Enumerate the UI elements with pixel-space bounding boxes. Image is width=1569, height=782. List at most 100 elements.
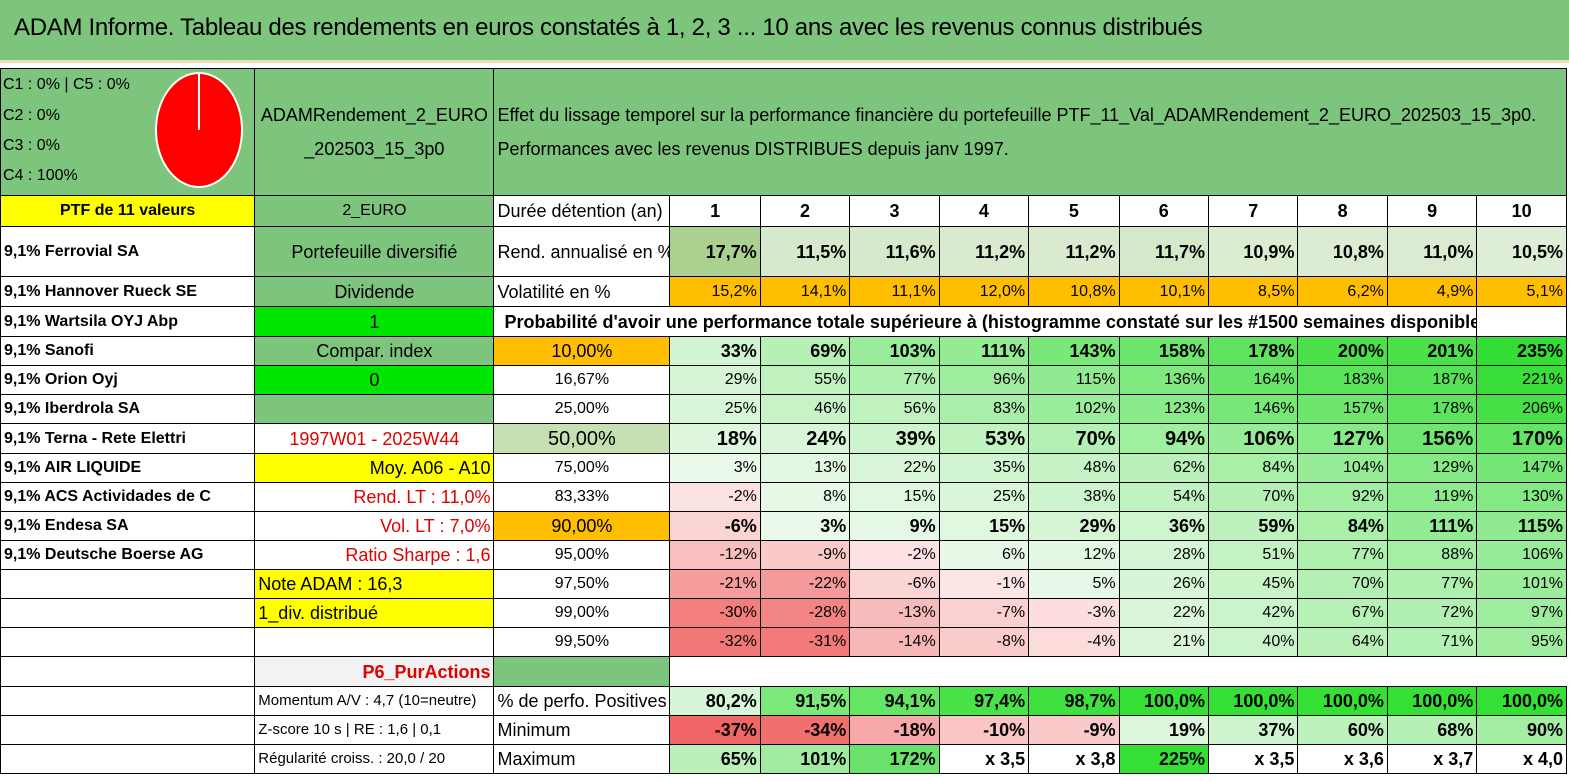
probability-value: -2%: [849, 540, 940, 570]
table-row: 9,1% Endesa SA Vol. LT : 7,0% 90,00% -6% 3% 9…: [0, 511, 1567, 541]
probability-value: 187%: [1386, 365, 1478, 395]
percentile-label: 16,67%: [493, 365, 671, 395]
probability-value: 206%: [1476, 394, 1567, 424]
year-header: 1: [669, 195, 761, 227]
min-value: 37%: [1208, 715, 1299, 745]
probability-value: 77%: [849, 365, 940, 395]
year-header: 8: [1297, 195, 1388, 227]
blank-cell: [1476, 306, 1567, 337]
probability-value: 15%: [849, 482, 940, 512]
probability-value: 157%: [1297, 394, 1388, 424]
holding-duration-label: Durée détention (an): [493, 195, 671, 227]
probability-value: 127%: [1297, 423, 1388, 454]
probability-value: -6%: [849, 569, 940, 599]
probability-value: 170%: [1476, 423, 1567, 454]
pos-value: 100,0%: [1118, 686, 1210, 716]
vol-value: 14,1%: [759, 276, 851, 307]
probability-value: 21%: [1118, 627, 1210, 657]
table-row: 1_div. distribué 99,00% -30% -28% -13% -7% -3%…: [0, 598, 1567, 628]
probability-value: 129%: [1386, 453, 1478, 483]
probability-value: 158%: [1118, 336, 1210, 366]
probability-value: 102%: [1028, 394, 1120, 424]
probability-value: -31%: [759, 627, 851, 657]
probability-value: 164%: [1208, 365, 1299, 395]
probability-value: 22%: [849, 453, 940, 483]
vol-value: 4,9%: [1386, 276, 1478, 307]
description-line-1: Effet du lissage temporel sur la perform…: [497, 105, 1537, 125]
table-row: 9,1% Ferrovial SA Portefeuille diversifié…: [0, 226, 1567, 277]
probability-value: 130%: [1476, 482, 1567, 512]
probability-value: 42%: [1208, 598, 1299, 628]
pos-value: 80,2%: [669, 686, 761, 716]
percentile-label: 10,00%: [493, 336, 671, 366]
probability-value: 13%: [759, 453, 851, 483]
max-value: x 3,5: [938, 744, 1030, 774]
min-value: -10%: [938, 715, 1030, 745]
probability-value: 64%: [1297, 627, 1388, 657]
year-header: 6: [1118, 195, 1210, 227]
blank-cell: [0, 656, 256, 687]
probability-value: 33%: [669, 336, 761, 366]
holding: 9,1% Terna - Rete Elettri: [0, 423, 256, 454]
probability-value: 25%: [938, 482, 1030, 512]
probability-value: 25%: [669, 394, 761, 424]
probability-value: 97%: [1476, 598, 1567, 628]
table-row: Z-score 10 s | RE : 1,6 | 0,1 Minimum -37%…: [0, 715, 1567, 745]
table-row: P6_PurActions: [0, 656, 1567, 687]
probability-value: 77%: [1386, 569, 1478, 599]
vol-value: 10,1%: [1118, 276, 1210, 307]
vol-value: 8,5%: [1208, 276, 1299, 307]
probability-value: 183%: [1297, 365, 1388, 395]
performance-table: C1 : 0% | C5 : 0% C2 : 0% C3 : 0% C4 : 1…: [0, 68, 1567, 774]
middle-rend_lt: Rend. LT : 11,0%: [254, 482, 495, 512]
probability-value: 143%: [1028, 336, 1120, 366]
vol-value: 12,0%: [938, 276, 1030, 307]
probability-value: 147%: [1476, 453, 1567, 483]
probability-value: 106%: [1476, 540, 1567, 570]
rend-value: 11,0%: [1386, 226, 1478, 277]
table-row: 9,1% Deutsche Boerse AG Ratio Sharpe : 1,…: [0, 540, 1567, 570]
max-value: x 4,0: [1476, 744, 1567, 774]
probability-value: 69%: [759, 336, 851, 366]
probability-value: 9%: [849, 511, 940, 541]
max-value: 65%: [669, 744, 761, 774]
probability-value: 101%: [1476, 569, 1567, 599]
probability-value: 12%: [1028, 540, 1120, 570]
probability-value: 5%: [1028, 569, 1120, 599]
pos-label: % de perfo. Positives: [493, 686, 671, 716]
rend-value: 11,6%: [849, 226, 940, 277]
year-header: 4: [938, 195, 1030, 227]
percentile-label: 95,00%: [493, 540, 671, 570]
year-header: 3: [849, 195, 940, 227]
probability-value: 96%: [938, 365, 1030, 395]
probability-value: -30%: [669, 598, 761, 628]
min-value: -37%: [669, 715, 761, 745]
middle-blank: [254, 627, 495, 657]
middle-zero: 0: [254, 365, 495, 395]
probability-value: 24%: [759, 423, 851, 454]
probability-value: 201%: [1386, 336, 1478, 366]
rend-value: 11,2%: [938, 226, 1030, 277]
table-row: 9,1% AIR LIQUIDE Moy. A06 - A10 75,00% 3% 13…: [0, 453, 1567, 483]
table-row: 9,1% Sanofi Compar. index 10,00% 33% 69% 103%…: [0, 336, 1567, 366]
holding: [0, 598, 256, 628]
max-value: x 3,5: [1208, 744, 1299, 774]
rend-value: 11,7%: [1118, 226, 1210, 277]
probability-value: 115%: [1028, 365, 1120, 395]
middle-vol_lt: Vol. LT : 7,0%: [254, 511, 495, 541]
probability-value: 3%: [669, 453, 761, 483]
probability-value: 39%: [849, 423, 940, 454]
middle-diversified: Portefeuille diversifié: [254, 226, 495, 277]
probability-value: 103%: [849, 336, 940, 366]
percentile-label: 75,00%: [493, 453, 671, 483]
title-bar: ADAM Informe. Tableau des rendements en …: [0, 0, 1569, 63]
rend-label: Rend. annualisé en %: [493, 226, 671, 277]
description-line-2: Performances avec les revenus DISTRIBUES…: [497, 139, 1009, 159]
rend-value: 17,7%: [669, 226, 761, 277]
ptf-label: PTF de 11 valeurs: [0, 195, 256, 227]
probability-value: -8%: [938, 627, 1030, 657]
probability-value: 104%: [1297, 453, 1388, 483]
middle-one: 1: [254, 306, 495, 337]
vol-value: 6,2%: [1297, 276, 1388, 307]
